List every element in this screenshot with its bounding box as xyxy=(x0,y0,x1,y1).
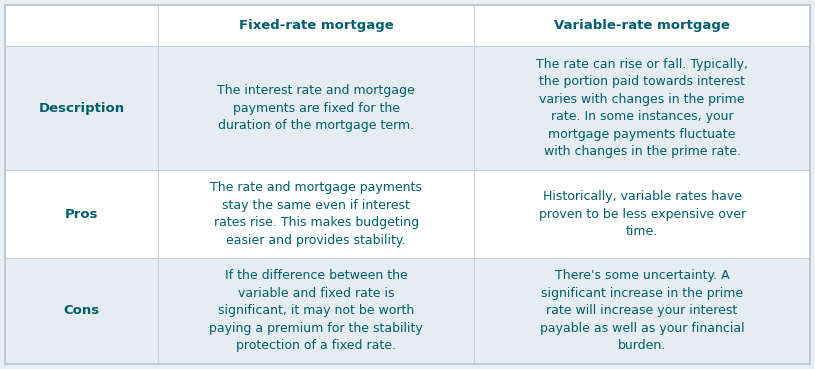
Bar xyxy=(158,46,474,170)
Text: Pros: Pros xyxy=(65,208,99,221)
Bar xyxy=(5,170,158,258)
Text: Historically, variable rates have
proven to be less expensive over
time.: Historically, variable rates have proven… xyxy=(539,190,746,238)
Text: Fixed-rate mortgage: Fixed-rate mortgage xyxy=(239,19,394,32)
Bar xyxy=(474,5,810,46)
Bar xyxy=(474,258,810,364)
Text: There's some uncertainty. A
significant increase in the prime
rate will increase: There's some uncertainty. A significant … xyxy=(540,269,744,352)
Bar xyxy=(5,46,158,170)
Bar xyxy=(158,5,474,46)
Text: Variable-rate mortgage: Variable-rate mortgage xyxy=(554,19,730,32)
Bar xyxy=(5,5,158,46)
Bar xyxy=(474,170,810,258)
Text: If the difference between the
variable and fixed rate is
significant, it may not: If the difference between the variable a… xyxy=(209,269,423,352)
Text: The rate can rise or fall. Typically,
the portion paid towards interest
varies w: The rate can rise or fall. Typically, th… xyxy=(536,58,748,158)
Bar xyxy=(474,46,810,170)
Bar xyxy=(5,258,158,364)
Text: Description: Description xyxy=(38,101,125,115)
Bar xyxy=(158,170,474,258)
Text: The interest rate and mortgage
payments are fixed for the
duration of the mortga: The interest rate and mortgage payments … xyxy=(218,84,415,132)
Bar xyxy=(158,258,474,364)
Text: The rate and mortgage payments
stay the same even if interest
rates rise. This m: The rate and mortgage payments stay the … xyxy=(210,182,422,247)
Text: Cons: Cons xyxy=(64,304,99,317)
